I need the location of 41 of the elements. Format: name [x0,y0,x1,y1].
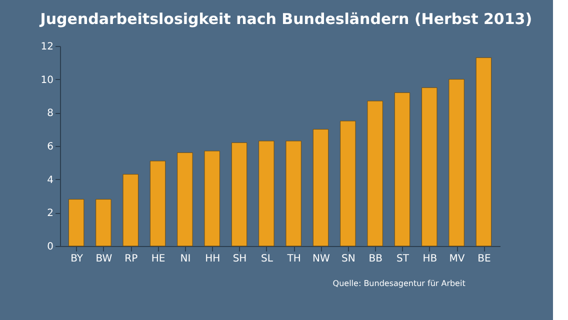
bar [68,199,84,246]
chart-title: Jugendarbeitslosigkeit nach Bundesländern (Herbst 2013) [39,10,532,28]
x-tick-label: NW [312,254,330,264]
source-note: Quelle: Bundesagentur für Arbeit [332,279,466,288]
bar [312,129,329,246]
y-tick-label: 12 [40,42,54,52]
x-tick-label: HH [205,254,220,264]
x-tick-label: SL [260,254,274,264]
bar [96,199,112,246]
bar [204,150,220,246]
x-tick-label: BE [478,254,491,264]
y-tick-label: 10 [40,74,54,86]
y-tick-label: 6 [47,142,54,152]
bar [286,140,302,246]
x-tick-label: SH [232,254,247,264]
y-tick-label: 8 [47,108,54,120]
x-tick-label: BW [96,254,112,264]
x-tick-label: ST [396,254,410,264]
y-tick-label: 2 [47,208,54,220]
bar [422,87,438,246]
x-tick-label: HB [422,254,438,264]
x-tick-label: BB [368,254,383,264]
bar [448,79,464,246]
x-tick-label: MV [449,254,465,264]
bar [231,142,248,246]
x-tick-label: HE [151,254,166,264]
bar [150,160,166,246]
bar [476,57,492,246]
bar [122,174,138,246]
bar [394,92,410,246]
x-tick-label: RP [124,254,138,264]
x-tick-label: TH [286,254,301,264]
bar [258,140,274,246]
x-tick-label: BY [70,254,84,264]
y-tick-label: 0 [47,242,54,252]
bar [177,152,193,246]
bar [340,120,356,246]
x-tick-label: NI [180,254,191,264]
y-tick-label: 4 [47,174,54,186]
bar [367,100,383,246]
x-tick-label: SN [341,254,356,264]
